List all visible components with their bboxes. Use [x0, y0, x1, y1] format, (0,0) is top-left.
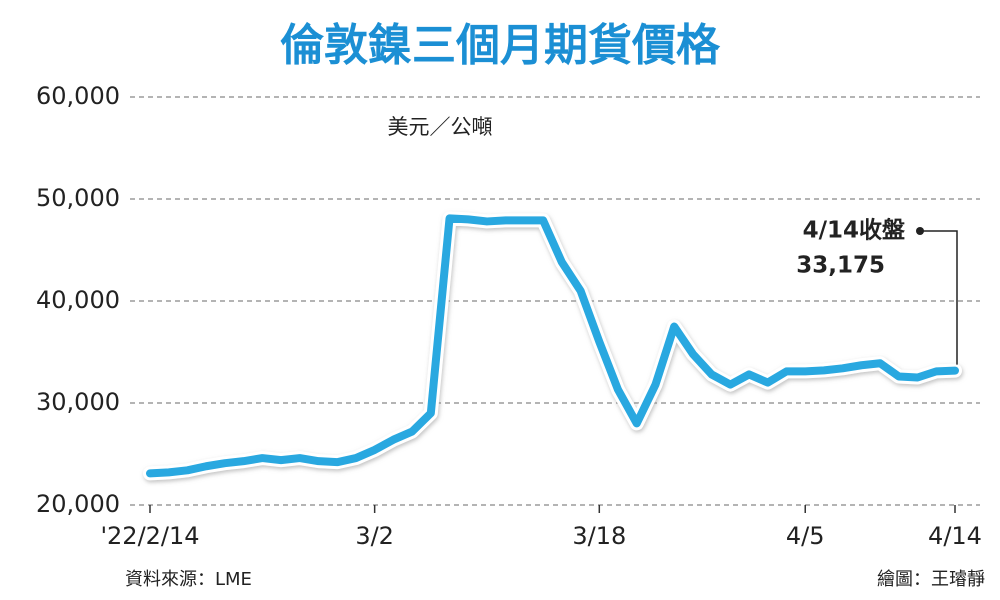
- x-tick-label: 3/18: [572, 522, 626, 550]
- y-tick-label: 20,000: [36, 490, 120, 518]
- annotation-value: 33,175: [796, 253, 885, 279]
- source: 資料來源：LME: [125, 569, 252, 590]
- x-tick-label: 4/5: [786, 522, 825, 550]
- credit: 繪圖：王璿靜: [877, 569, 985, 590]
- y-unit: 美元／公噸: [388, 115, 493, 139]
- annotation-label: 4/14收盤: [803, 217, 906, 244]
- x-tick-label: '22/2/14: [100, 522, 199, 550]
- y-tick-label: 30,000: [36, 388, 120, 416]
- y-tick-label: 50,000: [36, 184, 120, 212]
- line-series: [146, 214, 959, 478]
- x-tick-label: 3/2: [355, 522, 394, 550]
- y-tick-label: 60,000: [36, 82, 120, 110]
- x-tick-label: 4/14: [928, 522, 982, 550]
- annotation-leader: [920, 230, 958, 365]
- y-tick-label: 40,000: [36, 286, 120, 314]
- annotation-dot: [916, 227, 924, 235]
- chart-title: 倫敦鎳三個月期貨價格: [280, 20, 721, 71]
